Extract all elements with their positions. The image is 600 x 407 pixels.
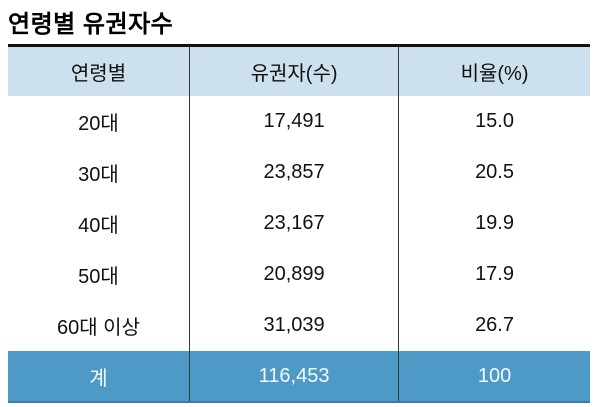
- table-header-row: 연령별 유권자(수) 비율(%): [8, 47, 590, 96]
- table-total-row: 계 116,453 100: [8, 351, 590, 403]
- table-row: 20대 17,491 15.0: [8, 96, 590, 147]
- total-voters: 116,453: [189, 351, 400, 401]
- voters-table: 연령별 유권자(수) 비율(%) 20대 17,491 15.0 30대 23,…: [8, 44, 590, 403]
- table-row: 50대 20,899 17.9: [8, 249, 590, 300]
- column-header-ratio: 비율(%): [460, 63, 529, 85]
- column-header-age: 연령별: [70, 63, 127, 85]
- cell-age: 20대: [78, 113, 119, 135]
- cell-ratio: 20.5: [475, 161, 514, 183]
- cell-voters: 23,857: [189, 147, 400, 198]
- page-title: 연령별 유권자수: [8, 11, 174, 38]
- cell-age: 60대 이상: [56, 317, 140, 339]
- table-row: 30대 23,857 20.5: [8, 147, 590, 198]
- table-row: 40대 23,167 19.9: [8, 198, 590, 249]
- cell-voters: 31,039: [189, 300, 400, 351]
- total-ratio: 100: [477, 364, 512, 387]
- cell-voters: 17,491: [189, 96, 400, 147]
- cell-age: 30대: [78, 164, 119, 186]
- cell-ratio: 17.9: [475, 263, 514, 285]
- cell-voters: 23,167: [189, 198, 400, 249]
- cell-ratio: 19.9: [475, 212, 514, 234]
- total-label: 계: [89, 367, 108, 390]
- cell-ratio: 26.7: [475, 314, 514, 336]
- column-header-voters: 유권자(수): [189, 47, 400, 96]
- cell-ratio: 15.0: [475, 110, 514, 132]
- table-row: 60대 이상 31,039 26.7: [8, 300, 590, 351]
- cell-age: 50대: [78, 266, 119, 288]
- cell-voters: 20,899: [189, 249, 400, 300]
- cell-age: 40대: [78, 215, 119, 237]
